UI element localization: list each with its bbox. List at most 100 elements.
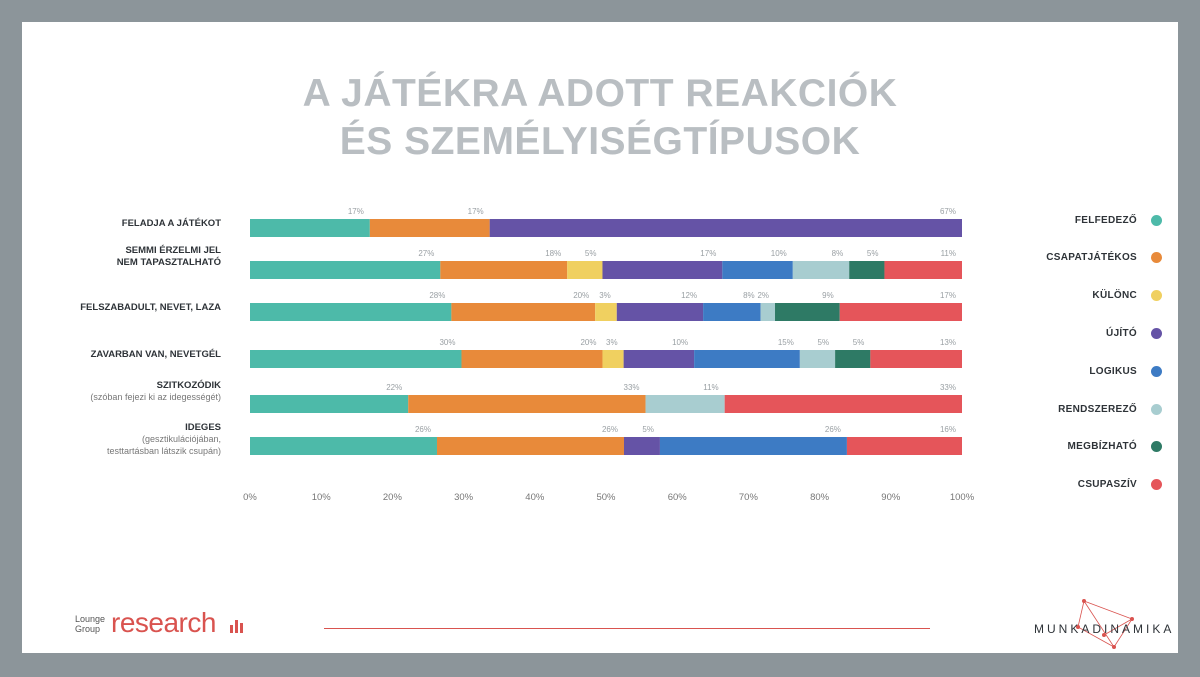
row-label: FELSZABADULT, NEVET, LAZA: [80, 302, 221, 313]
legend-label: MEGBÍZHATÓ: [1067, 441, 1137, 453]
legend-item: FELFEDEZŐ: [1075, 210, 1162, 230]
data-label: 67%: [940, 207, 956, 216]
row-label: (szóban fejezi ki az idegességét): [90, 392, 221, 402]
x-tick-label: 70%: [739, 492, 759, 503]
data-label: 5%: [642, 425, 654, 434]
bar-segment: [602, 261, 723, 279]
legend-label: FELFEDEZŐ: [1074, 214, 1137, 226]
munkadinamika-logo: MUNKADINAMIKA: [1034, 622, 1175, 636]
data-label: 33%: [624, 383, 640, 392]
legend-swatch: [1151, 327, 1162, 339]
munkadinamika-network-icon: [1076, 599, 1134, 649]
data-label: 26%: [825, 425, 841, 434]
data-label: 3%: [599, 291, 611, 300]
bar-segment: [250, 395, 409, 413]
legend-label: KÜLÖNC: [1092, 290, 1137, 302]
data-label: 26%: [602, 425, 618, 434]
bar-segment: [489, 219, 962, 237]
x-tick-label: 0%: [243, 492, 257, 503]
bar-segment: [250, 350, 462, 368]
data-label: 5%: [585, 249, 597, 258]
bar-segment: [250, 437, 437, 455]
bar-segment: [839, 303, 962, 321]
data-label: 22%: [386, 383, 402, 392]
legend-item: KÜLÖNC: [1092, 286, 1162, 306]
bar-segment: [436, 437, 624, 455]
row-label: ZAVARBAN VAN, NEVETGÉL: [91, 349, 222, 360]
legend-label: LOGIKUS: [1089, 365, 1137, 377]
bar-segment: [722, 261, 793, 279]
bar-segment: [408, 395, 646, 413]
bar-segment: [567, 261, 603, 279]
legend-swatch: [1151, 290, 1162, 302]
data-label: 20%: [573, 291, 589, 300]
row-label: SEMMI ÉRZELMI JEL: [125, 245, 221, 256]
bar-segment: [870, 350, 962, 368]
bar-segment: [775, 303, 840, 321]
data-label: 10%: [672, 338, 688, 347]
x-tick-label: 50%: [596, 492, 616, 503]
bar-segment: [703, 303, 761, 321]
data-label: 9%: [822, 291, 834, 300]
bar-segment: [846, 437, 962, 455]
legend-item: LOGIKUS: [1089, 361, 1162, 381]
legend-item: ÚJÍTÓ: [1106, 323, 1162, 343]
bar-segment: [623, 350, 695, 368]
x-tick-label: 80%: [810, 492, 830, 503]
data-label: 3%: [606, 338, 618, 347]
x-tick-label: 40%: [525, 492, 545, 503]
data-label: 15%: [778, 338, 794, 347]
data-label: 17%: [940, 291, 956, 300]
legend-label: ÚJÍTÓ: [1106, 327, 1137, 339]
row-label: (gesztikulációjában,: [142, 434, 221, 444]
title-line-1: A JÁTÉKRA ADOTT REAKCIÓK: [302, 72, 898, 115]
bar-segment: [451, 303, 596, 321]
data-label: 17%: [348, 207, 364, 216]
legend-swatch: [1151, 441, 1162, 453]
data-label: 18%: [545, 249, 561, 258]
data-label: 17%: [700, 249, 716, 258]
bar-segment: [799, 350, 836, 368]
bar-segment: [250, 303, 452, 321]
row-label: SZITKOZÓDIK: [157, 379, 222, 391]
data-label: 28%: [429, 291, 445, 300]
legend-item: MEGBÍZHATÓ: [1068, 437, 1162, 457]
bar-segment: [645, 395, 725, 413]
bar-segment: [602, 350, 624, 368]
chart-title: A JÁTÉKRA ADOTT REAKCIÓK ÉS SZEMÉLYISÉGT…: [22, 70, 1178, 166]
data-label: 2%: [757, 291, 769, 300]
data-label: 13%: [940, 338, 956, 347]
x-tick-label: 90%: [881, 492, 901, 503]
bar-segment: [659, 437, 847, 455]
row-label: IDEGES: [185, 422, 221, 433]
data-label: 20%: [580, 338, 596, 347]
legend-swatch: [1151, 365, 1162, 377]
bar-segment: [616, 303, 704, 321]
title-line-2: ÉS SZEMÉLYISÉGTÍPUSOK: [339, 120, 861, 163]
x-tick-label: 60%: [668, 492, 688, 503]
bar-segment: [724, 395, 962, 413]
bar-segment: [760, 303, 776, 321]
legend-label: RENDSZEREZŐ: [1058, 403, 1137, 415]
bar-segment: [623, 437, 660, 455]
data-label: 5%: [853, 338, 865, 347]
data-label: 33%: [940, 383, 956, 392]
data-label: 26%: [415, 425, 431, 434]
data-label: 27%: [418, 249, 434, 258]
data-label: 17%: [468, 207, 484, 216]
bar-segment: [792, 261, 850, 279]
data-label: 5%: [867, 249, 879, 258]
bar-segment: [884, 261, 962, 279]
data-label: 5%: [818, 338, 830, 347]
legend-item: CSAPATJÁTÉKOS: [1046, 248, 1162, 268]
bar-segment: [849, 261, 885, 279]
data-label: 8%: [832, 249, 844, 258]
data-label: 12%: [681, 291, 697, 300]
legend-swatch: [1151, 479, 1162, 491]
x-tick-label: 30%: [454, 492, 474, 503]
bar-segment: [250, 219, 370, 237]
bar-segment: [694, 350, 800, 368]
row-label: testtartásban látszik csupán): [107, 446, 221, 456]
bar-segment: [440, 261, 568, 279]
